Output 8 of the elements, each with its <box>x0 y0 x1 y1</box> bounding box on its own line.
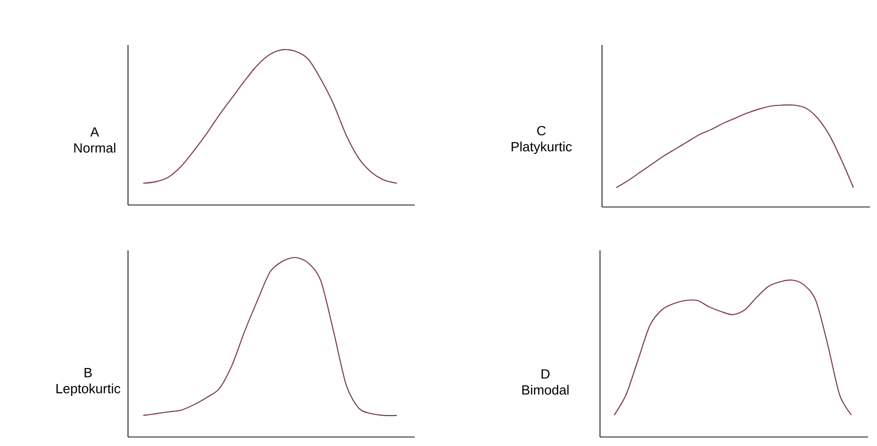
text: B <box>84 368 92 378</box>
text: C <box>537 126 546 136</box>
text: Platykurtic <box>512 142 572 154</box>
text: Bimodal <box>522 384 569 395</box>
text: A <box>90 127 100 136</box>
text: Leptokurtic <box>56 383 120 396</box>
text: Normal <box>74 142 116 153</box>
text: D <box>542 369 550 378</box>
